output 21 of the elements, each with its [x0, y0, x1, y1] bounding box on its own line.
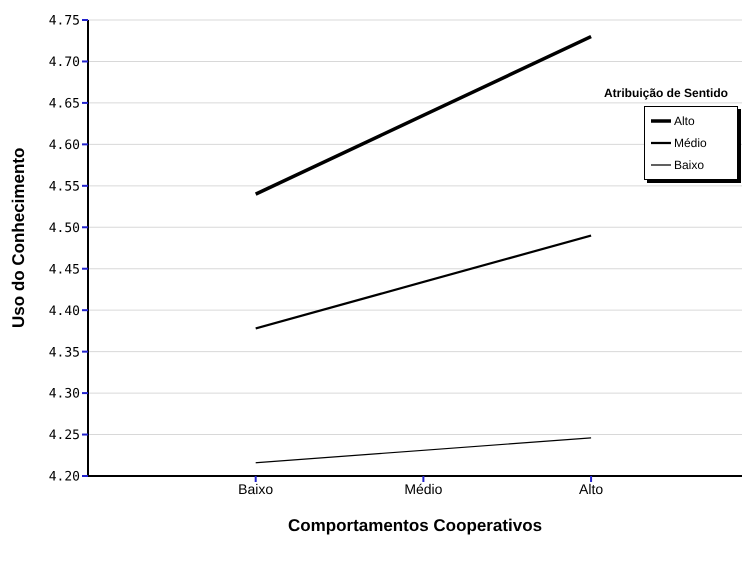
- y-tick-label: 4.25: [48, 428, 80, 444]
- y-tick-label: 4.30: [48, 386, 80, 402]
- legend-label: Alto: [674, 114, 695, 128]
- legend-label: Baixo: [674, 158, 704, 172]
- y-tick-label: 4.50: [48, 220, 80, 236]
- legend-label: Médio: [674, 136, 707, 150]
- y-tick-label: 4.20: [48, 470, 80, 485]
- y-tick-label: 4.60: [48, 138, 80, 153]
- y-tick-label: 4.35: [48, 345, 80, 360]
- x-tick-label: Médio: [404, 480, 443, 497]
- y-tick-label: 4.45: [48, 262, 80, 278]
- y-tick-label: 4.75: [48, 14, 80, 29]
- legend-title: Atribuição de Sentido: [604, 86, 730, 100]
- y-tick-label: 4.70: [48, 55, 80, 70]
- y-tick-label: 4.40: [48, 304, 80, 319]
- y-tick-label: 4.55: [48, 179, 80, 194]
- x-tick-label: Alto: [579, 480, 604, 497]
- y-axis-title: Uso do Conhecimento: [9, 148, 28, 328]
- y-tick-label: 4.65: [48, 96, 80, 112]
- x-tick-label: Baixo: [238, 480, 274, 497]
- x-axis-title: Comportamentos Cooperativos: [288, 516, 542, 535]
